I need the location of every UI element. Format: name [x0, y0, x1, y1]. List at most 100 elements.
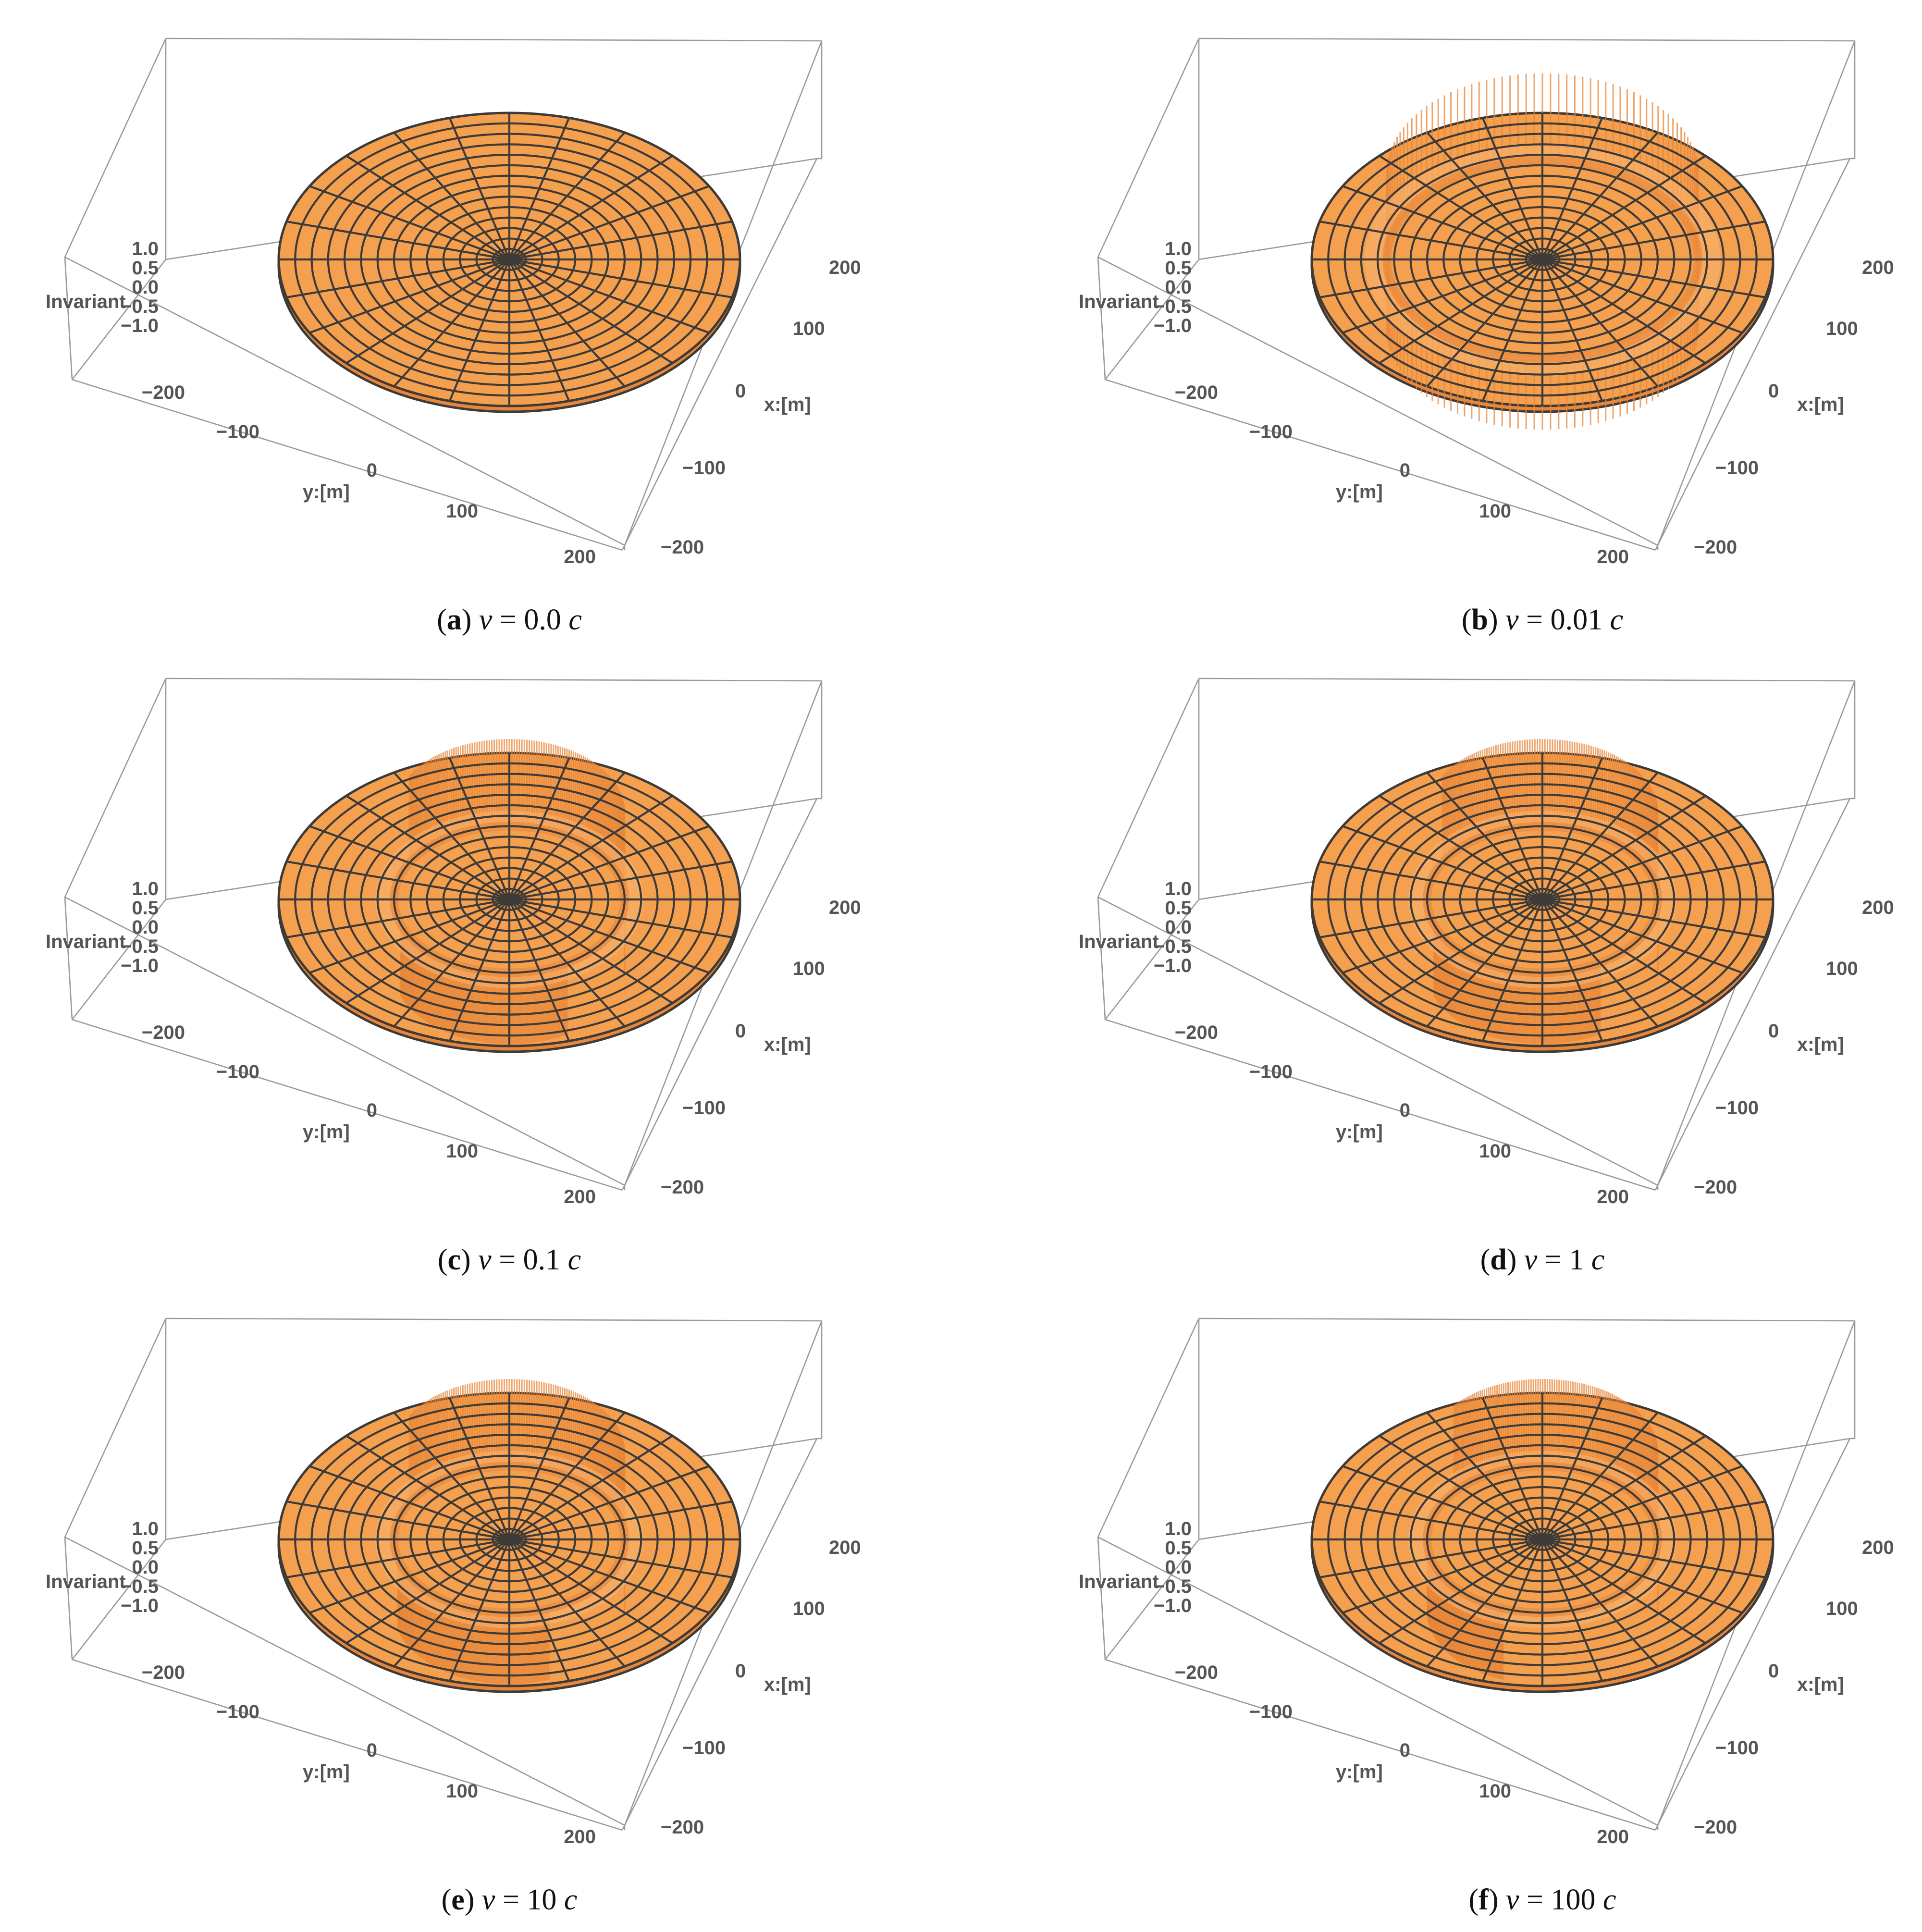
mesh-spoke: [1541, 898, 1706, 1004]
box-edge: [72, 1019, 623, 1191]
box-edge: [1654, 1438, 1851, 1831]
mesh-spoke: [1481, 259, 1543, 402]
x-tick-label: −100: [682, 1737, 726, 1759]
panel-e: 1.00.50.0−0.5−1.0Invariant2001000−100−20…: [46, 1317, 861, 1916]
caption-part: =: [1519, 1883, 1551, 1916]
x-tick-label: −200: [661, 537, 704, 558]
caption-part: 10: [527, 1883, 556, 1916]
mesh-spoke: [509, 1538, 732, 1579]
box-edge: [64, 257, 73, 380]
caption-part: [1595, 1883, 1603, 1916]
mesh-spoke: [1542, 1465, 1743, 1540]
mesh-spoke: [1379, 1538, 1543, 1644]
mesh-spoke: [509, 1500, 732, 1541]
box-edge: [1198, 1317, 1855, 1322]
x-tick-label: 200: [1862, 257, 1894, 278]
caption-part: (: [442, 1883, 452, 1916]
mesh-spoke: [309, 258, 510, 334]
panel-d: 1.00.50.0−0.5−1.0 Invariant 200 100 0 −100 −20…: [1079, 677, 1894, 1276]
mesh-spoke: [509, 898, 710, 974]
y-tick-label: −100: [216, 1061, 259, 1083]
surface: [1310, 739, 1774, 1053]
mesh-spoke: [286, 258, 510, 299]
mesh-spoke: [508, 117, 570, 260]
caption-part: (: [1480, 1243, 1491, 1276]
mesh: [279, 113, 740, 406]
box-edge: [1105, 379, 1656, 551]
caption-part: ): [1489, 1883, 1506, 1916]
y-tick-label: 0: [1400, 460, 1410, 481]
mesh-spoke: [1426, 772, 1543, 900]
mesh-spoke: [508, 132, 626, 260]
z-tick-label: −1.0: [1154, 1595, 1192, 1616]
mesh-spoke: [448, 899, 510, 1042]
mesh-spoke: [1541, 757, 1603, 900]
bounding-box: [1097, 677, 1856, 1191]
mesh-spoke: [1342, 898, 1543, 974]
surface: [1310, 1379, 1774, 1693]
mesh-spoke: [508, 155, 673, 260]
mesh-spoke: [1542, 185, 1743, 260]
mesh-spoke: [448, 259, 510, 402]
z-tick-label: −0.5: [1154, 1576, 1192, 1597]
y-tick-label: −200: [1175, 382, 1218, 403]
box-edge: [1097, 1536, 1658, 1826]
z-axis-label: Invariant: [1079, 291, 1159, 312]
mesh-spoke: [1542, 1538, 1765, 1579]
mesh-spoke: [1426, 1412, 1543, 1540]
mesh-spoke: [448, 117, 510, 260]
mesh-spoke: [1541, 132, 1659, 260]
box-edge: [1104, 259, 1200, 380]
z-tick-label: −1.0: [121, 1595, 159, 1616]
caption-part: (: [437, 603, 447, 636]
mesh-spoke: [509, 258, 732, 299]
mesh: [1312, 113, 1773, 406]
caption-part: v: [1506, 1883, 1519, 1916]
mesh-spoke: [1426, 1538, 1543, 1667]
y-axis-label: y:[m]: [1336, 481, 1383, 503]
mesh-spoke: [1542, 258, 1765, 299]
x-tick-label: 0: [1768, 381, 1779, 402]
x-tick-label: 100: [793, 958, 825, 979]
panel-caption: (f) v = 100 c: [1469, 1883, 1616, 1916]
x-tick-label: 0: [735, 381, 746, 402]
mesh-spoke: [1541, 772, 1659, 900]
box-edge: [1104, 899, 1200, 1020]
caption-part: v: [479, 603, 493, 636]
y-tick-label: 200: [1597, 546, 1629, 567]
mesh-spoke: [509, 898, 732, 939]
y-tick-label: −200: [1175, 1022, 1218, 1043]
box-edge: [64, 897, 73, 1020]
mesh-spoke: [1319, 1538, 1543, 1579]
y-tick-label: −200: [142, 382, 185, 403]
box-edge: [1105, 1659, 1656, 1831]
caption-part: 0.01: [1551, 603, 1603, 636]
mesh-spoke: [1541, 899, 1603, 1042]
box-edge: [1097, 1318, 1200, 1538]
mesh-spoke: [509, 185, 710, 260]
caption-part: 0.0: [524, 603, 561, 636]
box-edge: [1198, 37, 1855, 42]
mesh-center: [1533, 893, 1552, 906]
mesh-spoke: [345, 1538, 510, 1644]
mesh-spoke: [393, 1538, 510, 1667]
x-tick-label: 0: [735, 1021, 746, 1042]
surface: [277, 111, 741, 413]
caption-part: v: [482, 1883, 495, 1916]
mesh-spoke: [1379, 898, 1543, 1004]
mesh-spoke: [1426, 132, 1543, 260]
caption-part: (: [1469, 1883, 1479, 1916]
mesh-spoke: [393, 258, 510, 387]
caption-part: c: [1591, 1243, 1605, 1276]
box-edge: [165, 677, 822, 682]
x-tick-label: 0: [1768, 1021, 1779, 1042]
y-tick-label: −100: [1249, 421, 1293, 443]
mesh-spoke: [1379, 155, 1543, 260]
mesh-spoke: [508, 899, 570, 1042]
mesh-spoke: [1481, 1539, 1543, 1682]
z-tick-label: 0.0: [132, 277, 159, 298]
y-tick-label: −100: [216, 1701, 259, 1723]
z-axis-label: Invariant: [1079, 931, 1159, 952]
caption-part: 100: [1551, 1883, 1595, 1916]
caption-part: v: [478, 1243, 492, 1276]
